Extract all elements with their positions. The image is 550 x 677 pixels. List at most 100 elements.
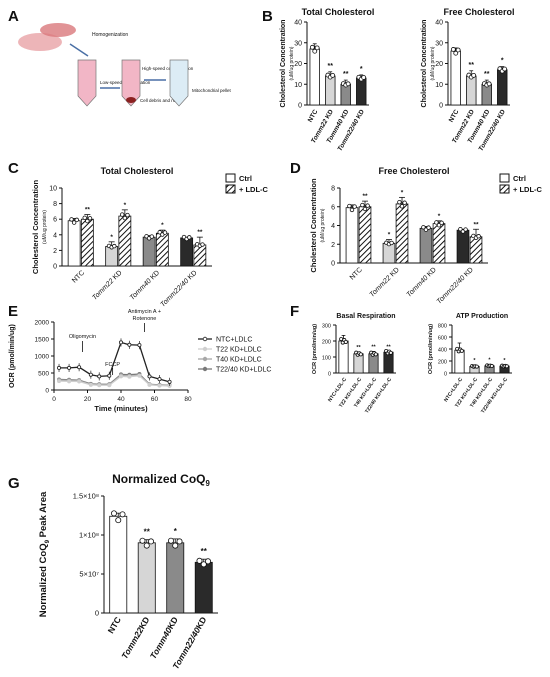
panel-label-a: A — [8, 8, 19, 25]
x-tick-label-part: KD — [344, 391, 353, 401]
data-point — [82, 215, 87, 220]
x-tick-label-part: KD — [475, 391, 484, 401]
bar-+ LDL-C-Tomm40 KD — [155, 232, 169, 267]
panel-label-e: E — [8, 303, 19, 320]
data-point — [120, 212, 125, 217]
significance-marker: ** — [201, 547, 208, 556]
significance-marker: * — [174, 527, 178, 536]
y-tick-label: 30 — [294, 40, 302, 47]
y-tick-label: 1000 — [35, 354, 50, 361]
x-tick-label-part: T22 — [338, 397, 349, 409]
annotation-fccp: FCCP — [105, 362, 120, 368]
significance-marker: * — [488, 358, 491, 364]
data-point — [471, 72, 477, 78]
data-point — [330, 72, 336, 78]
x-tick-label: NTC — [71, 269, 86, 284]
data-point — [200, 561, 207, 568]
chart-title: Free Cholesterol — [443, 7, 514, 17]
legend-label-ctrl: Ctrl — [513, 174, 526, 183]
y-tick-label: 300 — [322, 324, 331, 330]
x-tick-label-part: Tomm40 — [406, 273, 431, 298]
bar-Tomm22/40 KD — [356, 77, 367, 106]
homogenization-label: Homogenization — [92, 32, 128, 38]
y-tick-label: 400 — [438, 348, 447, 354]
legend-label: T40 KD+LDLC — [216, 357, 262, 364]
data-point — [373, 352, 378, 357]
y-tick-label: 800 — [438, 324, 447, 330]
x-tick-label-part: Tomm22 — [369, 273, 394, 298]
significance-marker: * — [110, 234, 113, 241]
x-tick-label-part: KD — [324, 108, 335, 120]
y-axis-label: Cholesterol Concentration — [280, 20, 287, 108]
x-tick-label-part: NTC — [307, 108, 320, 123]
bar-+ LDL-C-Tomm22 KD — [118, 215, 132, 267]
x-axis-label: Time (minutes) — [94, 404, 148, 413]
x-tick-label: 80 — [184, 396, 192, 403]
x-tick-label-part: KD — [389, 266, 401, 278]
significance-marker: ** — [484, 71, 490, 78]
x-tick-label-part: Tomm22 — [119, 625, 145, 660]
y-tick-label: 0 — [95, 609, 99, 618]
data-point — [343, 339, 348, 344]
data-point — [71, 220, 77, 225]
x-tick-label: 40 — [117, 396, 125, 403]
bar-+ LDL-C-Tomm22 KD — [395, 203, 409, 264]
x-tick-label-part: +LDL-C — [348, 376, 363, 394]
legend-marker — [202, 336, 208, 342]
series-line-T22/40 KD+LDLC — [59, 373, 170, 386]
x-tick-label-part: KD — [490, 391, 499, 401]
x-tick-label-part: T22 — [454, 397, 465, 409]
data-point — [399, 204, 405, 209]
y-tick-label: 5×10⁷ — [79, 570, 99, 579]
arrow-icon — [69, 43, 89, 57]
data-point — [205, 558, 212, 565]
x-tick-label: Tomm22KD — [119, 615, 151, 661]
x-tick-label: NTC — [448, 108, 461, 123]
data-point — [362, 206, 368, 212]
data-point — [196, 557, 203, 564]
significance-marker: * — [438, 213, 441, 220]
data-point — [88, 372, 93, 377]
y-tick-label: 4 — [331, 223, 335, 230]
data-point — [119, 511, 126, 518]
y-tick-label: 1.5×10⁸ — [73, 492, 99, 501]
annotation-antimycin: Antimycin A + — [128, 309, 161, 315]
data-point — [486, 81, 492, 87]
significance-marker: ** — [469, 62, 475, 69]
data-point — [112, 243, 117, 249]
y-tick-label: 10 — [435, 82, 443, 89]
chart-free-cholesterol-d: 0 2 4 6 8 Free Cholesterol Cholesterol Concent… — [309, 166, 543, 306]
data-point — [97, 383, 102, 388]
significance-marker: * — [124, 202, 127, 209]
y-tick-label: 6 — [53, 217, 57, 224]
chart-title-subscript: 9 — [206, 479, 211, 488]
x-tick-label: 60 — [151, 396, 159, 403]
y-tick-label: 200 — [438, 360, 447, 366]
chart-title: Total Cholesterol — [101, 166, 174, 176]
bar-+ LDL-C-Tomm22/40 KD — [193, 244, 207, 267]
y-tick-label: 1500 — [35, 337, 50, 344]
data-point — [157, 377, 162, 382]
y-axis-unit: (uM/ug protein) — [430, 46, 436, 80]
chart-basal-respiration-f: 0 100 200 300 Basal Respiration OCR (pmol/min… — [312, 313, 396, 415]
y-axis-label: Cholesterol Concentration — [421, 20, 428, 108]
x-tick-label-part: T40 — [353, 397, 364, 409]
bar-NTC+LDL-C — [454, 349, 465, 374]
data-point — [69, 217, 74, 222]
annotation-rotenone: Rotenone — [133, 316, 157, 322]
x-tick-label-part: +LDL-C — [479, 376, 494, 394]
x-tick-label-part: Tomm22/40 — [436, 273, 468, 305]
bar-T40 KD+LDL-C — [368, 353, 379, 374]
tube-1-icon — [77, 59, 97, 107]
pellet-icon — [126, 97, 136, 103]
y-tick-label: 20 — [435, 61, 443, 68]
x-tick-label-part: +LDL-C — [464, 376, 479, 394]
data-point — [74, 217, 79, 223]
data-point — [463, 227, 468, 232]
chart-total-cholesterol-c: 0 2 4 6 8 10 Total Cholesterol Cholesterol Conc… — [31, 166, 269, 309]
bar-NTC+LDL-C — [338, 340, 349, 374]
x-tick-label-part: KD — [496, 108, 507, 120]
y-tick-label: 0 — [444, 372, 447, 378]
x-tick-label-part: KD — [112, 269, 124, 281]
y-axis-label: Cholesterol Concentration — [31, 180, 40, 275]
